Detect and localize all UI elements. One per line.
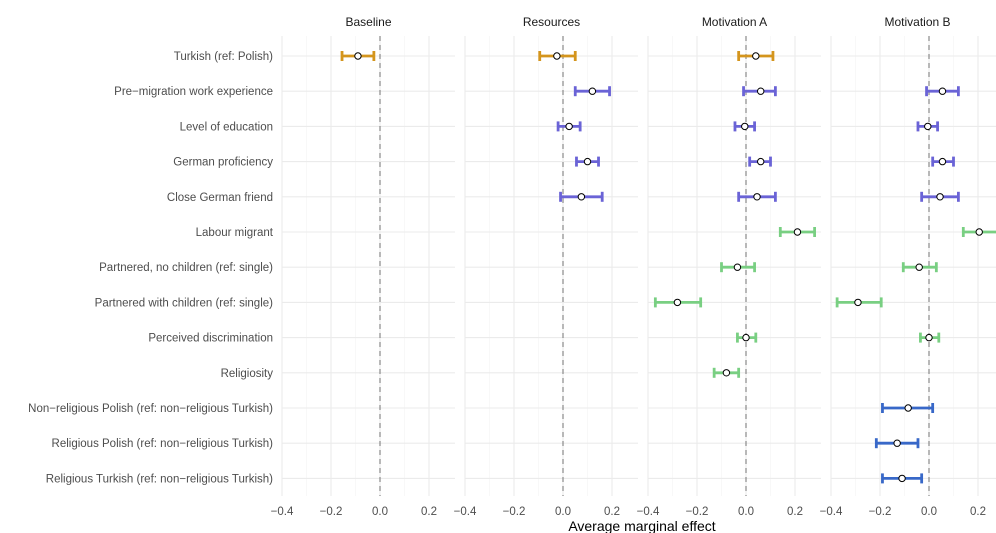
x-tick-label: 0.0 [372, 506, 388, 518]
row-label: Partnered with children (ref: single) [95, 297, 273, 309]
row-label: Labour migrant [196, 227, 274, 239]
x-tick-label: 0.0 [738, 506, 754, 518]
estimates-layer [835, 86, 996, 484]
panel-title: Resources [523, 15, 580, 29]
estimates-layer [538, 51, 611, 202]
x-tick-label: −0.4 [637, 506, 660, 518]
x-tick-label: −0.2 [686, 506, 709, 518]
x-tick-label: −0.2 [320, 506, 343, 518]
x-tick-label: 0.2 [970, 506, 986, 518]
estimate-point [924, 122, 932, 131]
x-tick-label: −0.4 [820, 506, 843, 518]
panel-background [465, 36, 638, 496]
x-tick-label: −0.2 [869, 506, 892, 518]
estimate-point [898, 474, 906, 483]
row-label: Religiosity [221, 368, 274, 380]
estimate-point [722, 369, 731, 377]
row-label: German proficiency [173, 157, 273, 169]
row-labels-layer: Turkish (ref: Polish) Pre−migration work … [28, 51, 274, 485]
estimate-point [565, 122, 573, 131]
x-tick-label: 0.2 [787, 506, 803, 518]
estimate-point [793, 228, 802, 236]
row-label: Perceived discrimination [148, 333, 273, 345]
estimate-point [893, 439, 901, 447]
panels-layer: Baseline −0.4 −0.2 0.0 0.2 Resources −0.4 −0.2 0… [271, 15, 996, 518]
panel-title: Motivation B [884, 15, 950, 29]
panel-title: Baseline [345, 15, 391, 29]
x-tick-label: −0.4 [454, 506, 477, 518]
estimate-point [757, 87, 765, 95]
estimate-point [753, 193, 761, 201]
row-label: Partnered, no children (ref: single) [99, 262, 273, 274]
row-label: Religious Turkish (ref: non−religious Tu… [46, 473, 273, 485]
estimate-point [915, 263, 923, 271]
estimate-point [733, 263, 742, 271]
row-label: Close German friend [167, 192, 273, 204]
estimate-point [936, 193, 944, 201]
estimate-point [673, 298, 682, 307]
estimate-point [904, 404, 912, 412]
estimate-point [757, 157, 765, 166]
estimates-layer [340, 51, 376, 61]
estimate-point [925, 333, 933, 342]
row-label: Non−religious Polish (ref: non−religious… [28, 403, 273, 415]
x-tick-label: 0.0 [921, 506, 937, 518]
estimate-point [752, 52, 760, 60]
panel-motivation-b: Motivation B −0.4 −0.2 0.0 0.2 [820, 15, 996, 518]
x-tick-label: 0.2 [604, 506, 620, 518]
estimate-point [938, 87, 947, 95]
panel-resources: Resources −0.4 −0.2 0.0 0.2 [454, 15, 638, 518]
estimate-point [938, 157, 947, 166]
x-tick-label: −0.4 [271, 506, 294, 518]
panel-baseline: Baseline −0.4 −0.2 0.0 0.2 [271, 15, 455, 518]
estimate-point [741, 122, 749, 131]
x-tick-label: −0.2 [503, 506, 526, 518]
estimate-point [854, 298, 862, 307]
x-axis-title: Average marginal effect [568, 518, 715, 533]
estimates-layer [653, 51, 816, 378]
panel-title: Motivation A [702, 15, 767, 29]
estimate-point [588, 87, 597, 95]
panel-background [282, 36, 455, 496]
estimate-point [553, 52, 561, 60]
row-label: Religious Polish (ref: non−religious Tur… [52, 438, 274, 450]
estimate-point [742, 333, 750, 342]
estimate-point [354, 52, 362, 60]
estimate-point [583, 157, 592, 166]
row-label: Level of education [180, 121, 273, 133]
estimate-point [577, 193, 586, 201]
x-tick-label: 0.2 [421, 506, 437, 518]
row-label: Pre−migration work experience [114, 86, 273, 98]
panel-motivation-a: Motivation A −0.4 −0.2 0.0 0.2 [637, 15, 821, 518]
estimate-point [975, 228, 983, 236]
row-label: Turkish (ref: Polish) [174, 51, 273, 63]
x-tick-label: 0.0 [555, 506, 571, 518]
